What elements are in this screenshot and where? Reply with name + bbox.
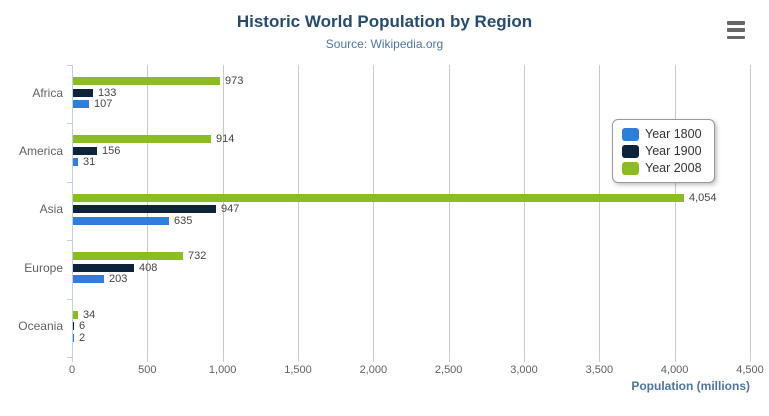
y-axis-tick — [67, 357, 72, 358]
hamburger-bar — [727, 35, 745, 39]
x-axis-tick-label: 2,000 — [359, 364, 388, 376]
category-label-asia: Asia — [39, 202, 63, 217]
legend-item-year-1800[interactable]: Year 1800 — [622, 127, 702, 141]
y-axis-line — [72, 65, 73, 357]
y-axis-tick — [67, 298, 72, 300]
bar-value-label: 203 — [109, 273, 128, 286]
bar-year-1800-africa[interactable] — [73, 100, 89, 108]
x-axis-tick-label: 3,000 — [510, 364, 538, 376]
x-axis-tick — [373, 357, 375, 362]
bar-year-2008-oceania[interactable] — [73, 310, 78, 319]
legend-swatch — [622, 127, 639, 141]
bar-year-2008-america[interactable] — [73, 135, 211, 144]
bar-value-label: 732 — [188, 250, 207, 263]
x-axis-tick-label: 1,500 — [284, 364, 312, 376]
bar-year-2008-europe[interactable] — [73, 252, 183, 261]
category-label-africa: Africa — [32, 85, 63, 100]
x-axis-tick-label: 4,000 — [660, 364, 689, 376]
bar-value-label: 914 — [216, 133, 235, 146]
x-axis-tick-label: 2,500 — [434, 364, 463, 376]
bar-year-1800-oceania[interactable] — [73, 333, 74, 342]
gridline — [222, 65, 224, 357]
legend-swatch — [622, 144, 639, 158]
y-axis-tick — [67, 240, 72, 242]
bar-value-label: 31 — [83, 156, 96, 169]
chart-subtitle: Source: Wikipedia.org — [325, 37, 444, 51]
bar-value-label: 2 — [79, 331, 86, 344]
hamburger-bar — [727, 28, 745, 32]
bar-year-1900-asia[interactable] — [73, 205, 216, 214]
bar-year-1900-africa[interactable] — [73, 88, 93, 97]
x-axis-tick — [674, 357, 676, 362]
hamburger-menu-icon[interactable] — [727, 20, 747, 40]
x-axis-tick-label: 1,000 — [208, 364, 237, 376]
y-axis-tick — [67, 65, 72, 66]
x-axis-tick — [599, 357, 601, 362]
gridline — [524, 65, 525, 357]
bar-value-label: 973 — [225, 75, 244, 87]
bar-year-1900-europe[interactable] — [73, 263, 134, 272]
bar-year-1800-europe[interactable] — [73, 275, 104, 284]
category-label-europe: Europe — [24, 260, 63, 275]
bar-year-1900-america[interactable] — [73, 146, 97, 155]
x-axis-tick-label: 0 — [68, 364, 76, 376]
bar-value-label: 107 — [94, 98, 113, 110]
bar-value-label: 133 — [98, 86, 117, 99]
legend-label: Year 1800 — [645, 127, 702, 141]
legend-label: Year 2008 — [645, 161, 702, 175]
legend-label: Year 1900 — [645, 144, 702, 158]
x-axis-tick — [147, 357, 149, 362]
category-label-oceania: Oceania — [18, 319, 63, 334]
chart-title: Historic World Population by Region — [236, 12, 533, 31]
bar-year-1900-oceania[interactable] — [73, 322, 74, 331]
x-axis-tick — [750, 357, 751, 362]
bar-year-2008-asia[interactable] — [73, 193, 684, 202]
x-axis-tick-label: 4,500 — [736, 364, 764, 376]
bar-value-label: 947 — [221, 203, 240, 216]
x-axis-tick-label: 3,500 — [585, 364, 614, 376]
gridline — [750, 65, 751, 357]
bar-value-label: 4,054 — [689, 191, 717, 204]
legend-swatch — [622, 161, 639, 175]
bar-value-label: 635 — [174, 214, 193, 227]
y-axis-tick — [67, 123, 72, 125]
x-axis-tick — [448, 357, 450, 362]
x-axis-tick — [298, 357, 299, 362]
x-axis-tick — [72, 357, 73, 362]
bar-value-label: 6 — [79, 320, 86, 333]
gridline — [373, 65, 375, 357]
legend-item-year-2008[interactable]: Year 2008 — [622, 161, 702, 175]
gridline — [298, 65, 299, 357]
x-axis-tick — [222, 357, 224, 362]
x-axis-title: Population (millions) — [631, 379, 750, 393]
bar-value-label: 156 — [102, 144, 121, 157]
gridline — [599, 65, 601, 357]
legend-item-year-1900[interactable]: Year 1900 — [622, 144, 702, 158]
gridline — [674, 65, 676, 357]
hamburger-bar — [727, 21, 745, 25]
bar-year-2008-africa[interactable] — [73, 77, 220, 85]
bar-year-1800-america[interactable] — [73, 158, 78, 167]
bar-value-label: 34 — [83, 308, 96, 321]
category-label-america: America — [18, 143, 63, 158]
x-axis-tick-label: 500 — [138, 364, 157, 376]
legend: Year 1800 Year 1900 Year 2008 — [612, 119, 715, 183]
bar-year-1800-asia[interactable] — [73, 216, 169, 225]
bar-value-label: 408 — [139, 261, 158, 274]
y-axis-tick — [67, 181, 72, 183]
x-axis-tick — [524, 357, 525, 362]
gridline — [448, 65, 450, 357]
